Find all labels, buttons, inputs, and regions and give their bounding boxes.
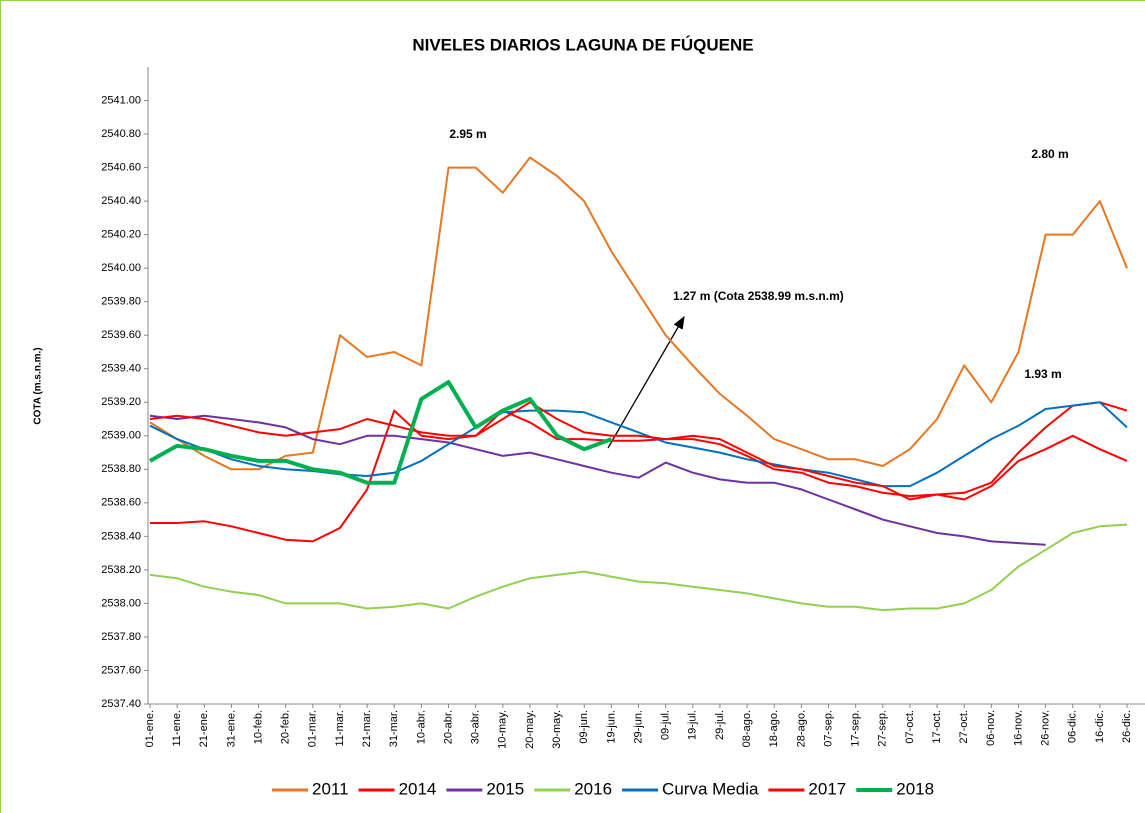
x-tick-label: 17-oct. [931,710,943,744]
x-tick-label: 21-ene. [198,710,210,747]
x-tick-label: 17-sep. [850,710,862,747]
x-tick-label: 16-nov. [1012,710,1024,746]
y-tick-label: 2537.80 [101,631,141,643]
x-tick-label: 16-dic. [1094,710,1106,743]
legend-label: 2015 [486,779,524,798]
series-line [149,401,1128,501]
legend-label: 2018 [896,779,934,798]
x-tick-label: 31-ene. [225,710,237,747]
legend-label: 2016 [574,779,612,798]
x-tick-label: 01-ene. [144,710,156,747]
y-axis-label: COTA (m.s.n.m.) [33,347,44,424]
x-tick-label: 28-ago. [795,710,807,747]
legend-label: 2017 [808,779,846,798]
x-tick-label: 20-abr. [442,710,454,744]
x-tick-label: 26-nov. [1040,710,1052,746]
x-tick-label: 10-abr. [415,710,427,744]
y-tick-label: 2540.20 [101,229,141,241]
y-tick-label: 2538.40 [101,530,141,542]
annotation: 2.95 m [449,127,486,141]
x-tick-label: 18-ago. [768,710,780,747]
y-tick-label: 2539.40 [101,363,141,375]
y-tick-label: 2538.60 [101,497,141,509]
y-tick-label: 2540.60 [101,161,141,173]
series-line [149,156,1128,471]
annotation: 1.27 m (Cota 2538.99 m.s.n.m) [673,289,844,303]
annotation: 2.80 m [1031,147,1068,161]
y-tick-label: 2540.80 [101,128,141,140]
chart-title: NIVELES DIARIOS LAGUNA DE FÚQUENE [412,35,753,54]
x-tick-label: 11-mar. [334,710,346,746]
y-tick-label: 2538.20 [101,564,141,576]
legend-label: Curva Media [662,779,759,798]
y-tick-label: 2540.40 [101,195,141,207]
x-tick-label: 07-sep. [822,710,834,747]
x-tick-label: 09-jul. [660,710,672,740]
x-tick-label: 06-nov. [985,710,997,746]
x-tick-label: 11-ene. [171,710,183,747]
x-tick-label: 27-oct. [958,710,970,744]
x-tick-label: 30-may. [551,710,563,749]
y-tick-label: 2538.00 [101,597,141,609]
y-tick-label: 2541.00 [101,94,141,106]
y-tick-label: 2540.00 [101,262,141,274]
annotation-arrow [607,315,685,449]
x-tick-label: 06-dic. [1067,710,1079,743]
x-tick-label: 20-may. [524,710,536,749]
x-tick-label: 08-ago. [741,710,753,747]
series-line [150,401,1128,543]
annotation: 1.93 m [1024,367,1061,381]
y-tick-label: 2537.40 [101,698,141,710]
x-tick-label: 30-abr. [470,710,482,744]
legend-label: 2014 [399,779,437,798]
y-tick-label: 2539.20 [101,396,141,408]
x-tick-label: 27-sep. [877,710,889,747]
x-tick-label: 20-feb. [280,710,292,744]
y-tick-label: 2539.00 [101,430,141,442]
legend-label: 2011 [312,779,349,798]
x-tick-label: 29-jul. [714,710,726,740]
x-tick-label: 19-jun. [605,710,617,744]
x-tick-label: 10-feb. [252,710,264,744]
x-tick-label: 01-mar. [307,710,319,747]
x-tick-label: 07-oct. [904,710,916,744]
x-tick-label: 09-jun. [578,710,590,744]
series-line [149,380,613,485]
y-tick-label: 2539.80 [101,296,141,308]
series-line [149,401,1128,488]
x-tick-label: 19-jul. [687,710,699,740]
x-tick-label: 26-dic. [1121,710,1133,743]
y-tick-label: 2538.80 [101,463,141,475]
x-tick-label: 21-mar. [361,710,373,747]
y-tick-label: 2537.60 [101,664,141,676]
x-tick-label: 10-may. [497,710,509,749]
x-tick-label: 31-mar. [388,710,400,747]
y-tick-label: 2539.60 [101,329,141,341]
series-line [149,523,1128,612]
x-tick-label: 29-jun. [632,710,644,744]
